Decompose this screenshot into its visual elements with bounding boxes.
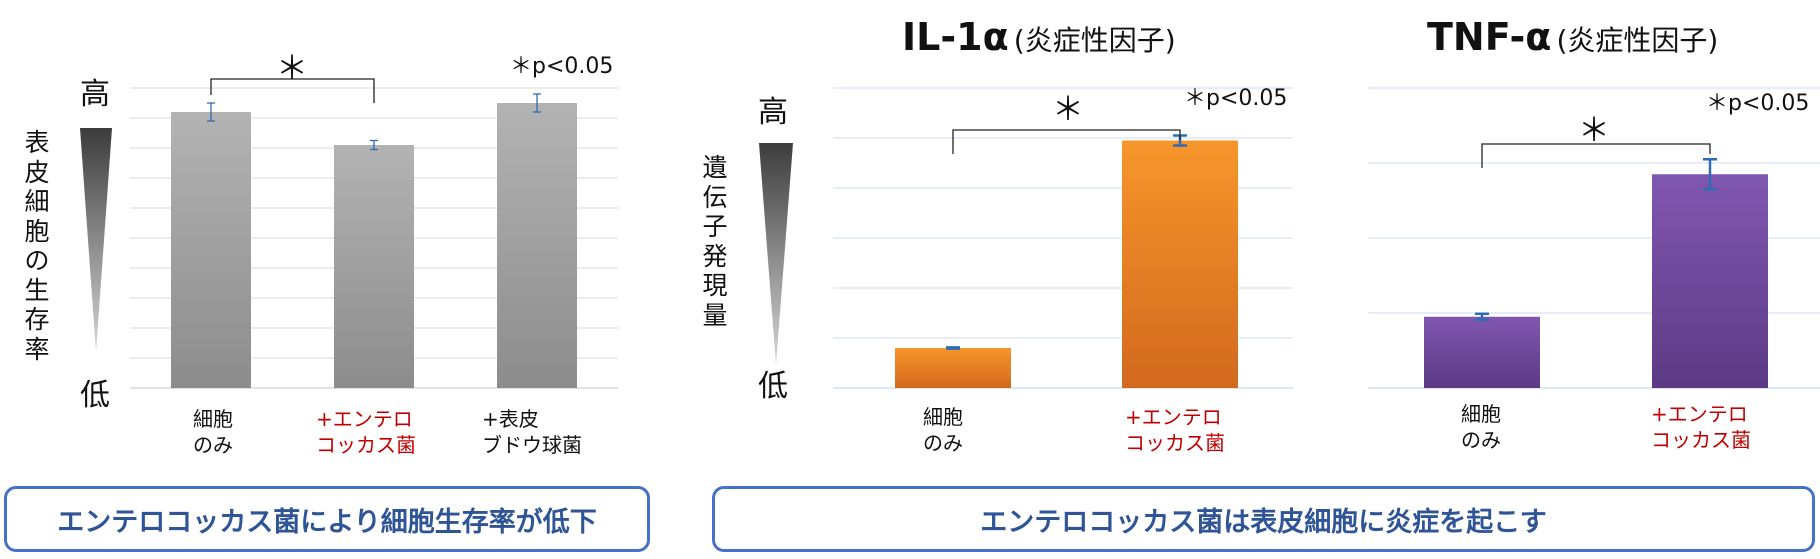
chart2-category-label-2: +エンテロ コッカス菌 [1125,405,1225,455]
chart2-error-bar-1 [946,346,960,350]
chart1-category-label-1: 細胞 のみ [193,407,233,457]
chart1-error-bar-3 [533,93,541,113]
chart3-error-bar-1 [1475,312,1489,321]
chart3-error-bar-2 [1703,158,1717,191]
chart1-category-label-2: +エンテロ コッカス菌 [316,407,416,457]
chart3-title: TNF-α (炎症性因子) [1427,18,1718,56]
chart1-significance-star: ＊ [276,49,309,87]
chart2-category-label-1: 細胞 のみ [923,405,963,455]
chart2-y-low-label: 低 [758,369,788,404]
conclusion-box-right: エンテロコッカス菌は表皮細胞に炎症を起こす [712,486,1815,552]
chart1-error-bar-2 [370,139,378,151]
chart2-y-high-label: 高 [758,95,788,130]
chart2-title-main: IL-1α [902,15,1009,59]
chart1-significance-bracket [210,78,375,103]
chart3-title-main: TNF-α [1427,15,1552,59]
chart2-significance-note: ＊p<0.05 [1184,86,1288,111]
chart3-category-label-1: 細胞 のみ [1461,402,1501,452]
chart3-significance-note: ＊p<0.05 [1706,91,1810,116]
chart1-error-bar-1 [207,102,215,122]
conclusion-box-left: エンテロコッカス菌により細胞生存率が低下 [4,486,650,552]
chart3-category-label-2: +エンテロ コッカス菌 [1651,402,1751,452]
y-intensity-triangle-2 [759,143,793,365]
chart1-bar-1 [171,112,251,388]
y-intensity-triangle-1 [80,128,112,352]
chart1-y-low-label: 低 [80,378,110,413]
chart3-bar-1 [1424,316,1540,388]
chart1-y-high-label: 高 [80,77,110,112]
chart3-significance-star: ＊ [1578,111,1611,149]
chart3-bar-2 [1652,174,1768,388]
chart3-title-suffix: (炎症性因子) [1556,24,1719,57]
chart3-significance-bracket [1481,143,1711,168]
chart1-bar-3 [497,103,577,388]
chart2-significance-bracket [952,129,1181,154]
chart2-title-suffix: (炎症性因子) [1013,24,1176,57]
chart1-bar-2 [334,145,414,388]
chart2-significance-star: ＊ [1052,90,1085,128]
chart1-significance-note: ＊p<0.05 [510,54,614,79]
chart2-title: IL-1α (炎症性因子) [902,18,1176,56]
chart2-bar-1 [895,348,1011,388]
chart2-y-axis-label: 遺 伝 子 発 現 量 [702,153,728,330]
chart1-y-axis-label: 表 皮 細 胞 の 生 存 率 [24,128,50,364]
chart1-category-label-3: +表皮 ブドウ球菌 [482,407,582,457]
chart2-bar-2 [1122,140,1238,388]
